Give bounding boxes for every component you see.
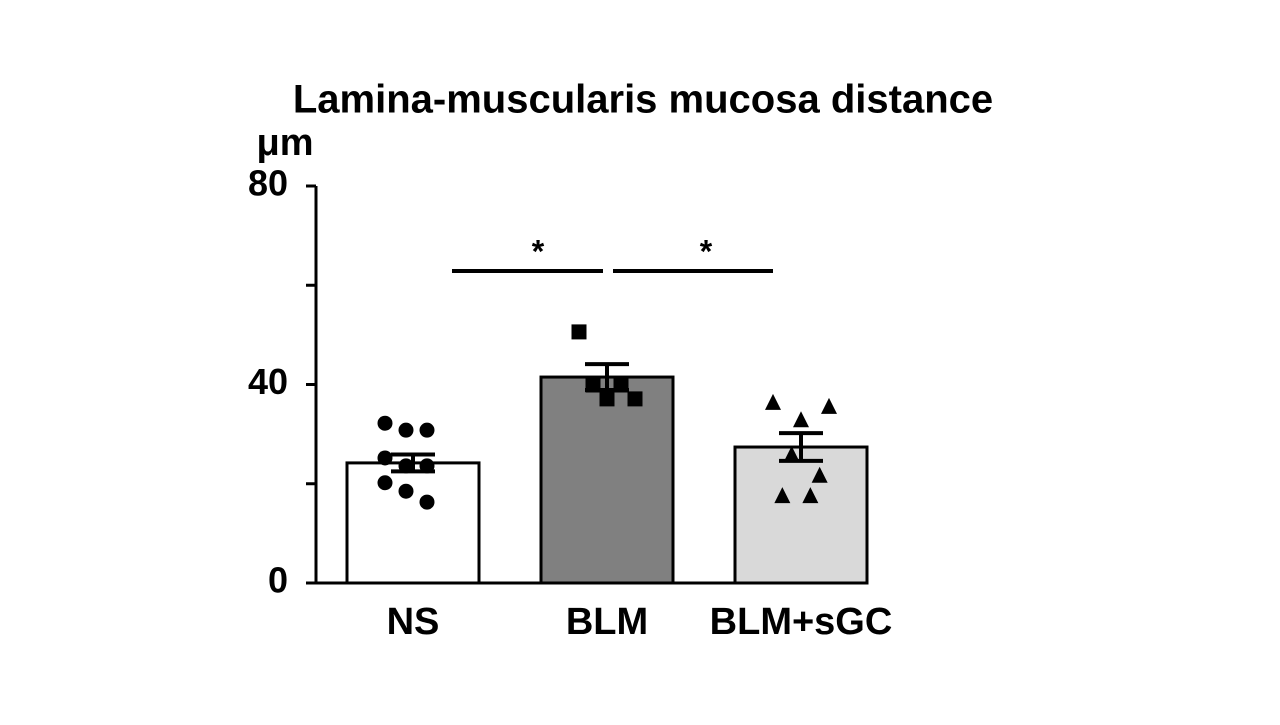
x-tick-label: BLM (566, 601, 648, 643)
error-bar (585, 362, 629, 392)
x-tick-label: NS (387, 601, 440, 643)
data-point (765, 393, 781, 410)
chart-title: Lamina-muscularis mucosa distance (293, 78, 993, 122)
data-point (774, 487, 791, 504)
data-point (627, 391, 643, 407)
data-point (419, 494, 435, 510)
x-tick-label: BLM+sGC (710, 601, 893, 643)
significance-label: * (532, 233, 545, 269)
y-tick-label: 80 (248, 163, 288, 204)
data-point (377, 450, 393, 466)
error-bar (391, 452, 435, 474)
bar (345, 461, 481, 585)
data-point (811, 466, 828, 483)
data-point (571, 324, 587, 340)
data-point (377, 415, 393, 431)
error-bar (779, 431, 823, 463)
data-point (398, 422, 414, 438)
bar (539, 375, 675, 585)
bar (733, 445, 869, 585)
data-point (793, 411, 809, 428)
data-point (783, 445, 800, 462)
data-point (419, 422, 435, 438)
data-point (821, 397, 837, 414)
data-point (599, 391, 615, 407)
data-point (398, 483, 414, 499)
significance-label: * (700, 233, 713, 269)
data-point (802, 487, 819, 504)
data-point (377, 475, 393, 491)
y-tick-label: 0 (268, 560, 288, 601)
y-axis-label: μm (256, 122, 313, 164)
y-tick-label: 40 (248, 361, 288, 402)
